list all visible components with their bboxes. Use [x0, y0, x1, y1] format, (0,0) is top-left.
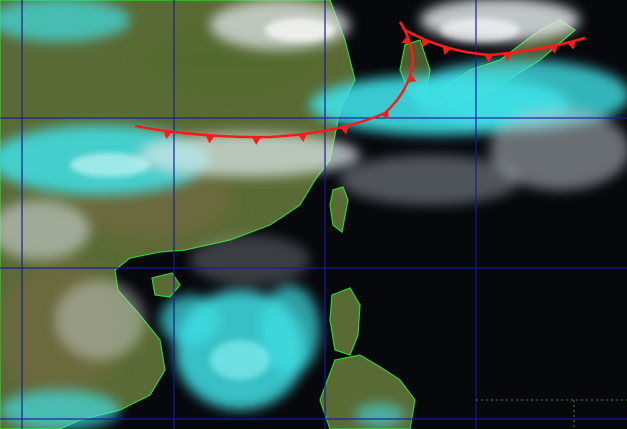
cold-front-triangle — [340, 125, 349, 135]
cold-front-triangle — [205, 135, 215, 144]
taiwan — [329, 186, 349, 234]
cold-front-triangle — [548, 44, 558, 54]
front-symbols — [163, 36, 576, 146]
cold-front-triangle — [421, 38, 430, 48]
cold-front-triangle — [502, 52, 512, 62]
cold-front-triangle — [567, 40, 576, 50]
cold-front-triangle — [407, 74, 417, 83]
cold-front-triangle — [163, 130, 173, 140]
clouds-bright — [70, 18, 520, 380]
cold-front-triangle — [484, 54, 494, 63]
dotted-box — [476, 399, 627, 429]
cold-front-triangle — [297, 133, 307, 143]
hainan — [151, 272, 181, 298]
cold-front-triangle — [442, 46, 452, 56]
cold-front-triangle — [380, 110, 389, 120]
cold-front-triangle — [251, 137, 261, 146]
cold-front-triangle — [401, 36, 411, 45]
luzon — [329, 287, 361, 356]
